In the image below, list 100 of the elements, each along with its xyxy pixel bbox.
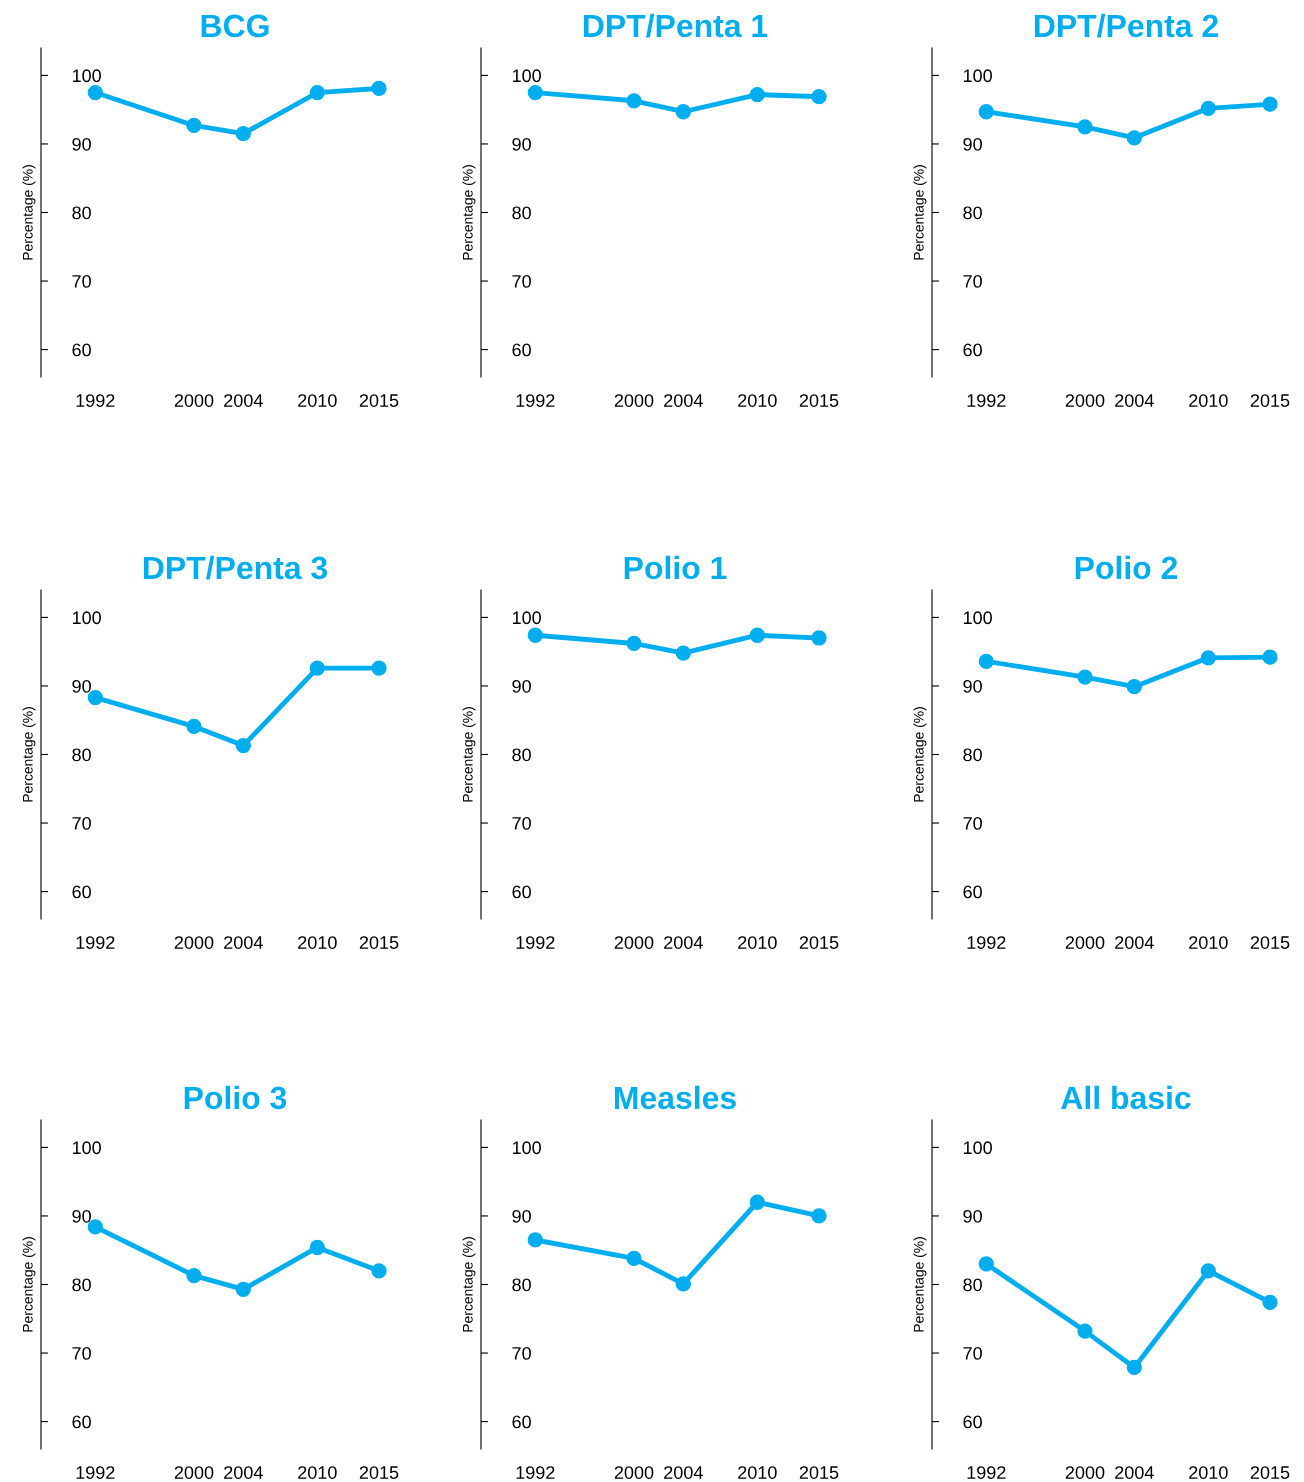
- y-tick-label: 60: [72, 343, 91, 357]
- y-tick-label: 90: [512, 137, 531, 151]
- x-tick-label: 1992: [76, 936, 115, 949]
- point: [1126, 679, 1142, 695]
- x-tick-label: 2004: [1115, 394, 1154, 407]
- point: [1200, 100, 1216, 116]
- y-tick-label: 90: [72, 1209, 91, 1223]
- point: [811, 89, 827, 105]
- x-tick-label: 2010: [1189, 936, 1228, 949]
- chart-title: Polio 3: [184, 1085, 287, 1110]
- point: [371, 80, 387, 97]
- y-tick-label: 60: [963, 343, 982, 357]
- x-tick-label: 2015: [799, 936, 839, 949]
- x-tick-label: 2004: [664, 936, 703, 949]
- point: [186, 1267, 202, 1284]
- point: [626, 635, 642, 652]
- y-tick-label: 90: [963, 137, 982, 151]
- x-tick-label: 2010: [298, 936, 337, 949]
- y-tick-label: 100: [72, 1141, 101, 1155]
- x-tick-label: 2010: [738, 936, 777, 949]
- point: [811, 630, 827, 646]
- y-axis-title: Percentage (%): [22, 707, 36, 802]
- y-tick-label: 70: [512, 1346, 531, 1360]
- y-axis-title: Percentage (%): [913, 1237, 927, 1332]
- x-tick-label: 1992: [516, 936, 555, 949]
- point: [309, 1239, 325, 1256]
- x-tick-label: 1992: [516, 1466, 555, 1479]
- y-tick-label: 100: [512, 69, 541, 83]
- y-tick-label: 80: [512, 1278, 531, 1292]
- point: [186, 117, 202, 134]
- y-axis-title: Percentage (%): [913, 707, 927, 802]
- point: [675, 104, 691, 120]
- y-axis-title: Percentage (%): [462, 1237, 476, 1332]
- y-axis-title: Percentage (%): [913, 165, 927, 260]
- chart-title: Polio 2: [1075, 555, 1178, 580]
- x-tick-label: 1992: [967, 394, 1006, 407]
- y-tick-label: 70: [512, 274, 531, 288]
- y-tick-label: 80: [72, 1278, 91, 1292]
- x-tick-label: 2000: [1065, 1466, 1105, 1479]
- x-tick-label: 1992: [967, 1466, 1006, 1479]
- x-tick-label: 2000: [174, 1466, 214, 1479]
- y-tick-label: 80: [512, 748, 531, 762]
- chart-title: Measles: [614, 1085, 736, 1110]
- x-tick-label: 2010: [1189, 1466, 1228, 1479]
- y-axis-title: Percentage (%): [22, 1237, 36, 1332]
- y-tick-label: 60: [963, 1415, 982, 1429]
- y-tick-label: 100: [963, 611, 992, 625]
- point: [186, 718, 202, 735]
- x-tick-label: 2015: [799, 394, 839, 407]
- point: [749, 1194, 765, 1210]
- x-tick-label: 2004: [664, 1466, 703, 1479]
- point: [675, 1276, 691, 1292]
- chart-title: All basic: [1061, 1085, 1191, 1110]
- y-axis-title: Percentage (%): [22, 165, 36, 260]
- point: [1200, 650, 1216, 666]
- point: [309, 84, 325, 101]
- x-tick-label: 1992: [76, 1466, 115, 1479]
- y-tick-label: 70: [963, 1346, 982, 1360]
- point: [527, 1232, 543, 1248]
- x-tick-label: 1992: [516, 394, 555, 407]
- x-tick-label: 2010: [298, 394, 337, 407]
- y-tick-label: 80: [72, 206, 91, 220]
- y-tick-label: 60: [72, 1415, 91, 1429]
- y-tick-label: 100: [512, 611, 541, 625]
- y-tick-label: 60: [512, 1415, 531, 1429]
- point: [309, 660, 325, 676]
- chart-title: DPT/Penta 2: [1034, 13, 1218, 38]
- point: [1262, 649, 1278, 665]
- x-tick-label: 2000: [614, 1466, 654, 1479]
- y-tick-label: 70: [72, 274, 91, 288]
- point: [527, 84, 543, 101]
- y-tick-label: 100: [963, 69, 992, 83]
- point: [749, 627, 765, 643]
- y-tick-label: 100: [72, 611, 101, 625]
- point: [978, 1256, 994, 1272]
- y-tick-label: 60: [963, 885, 982, 899]
- x-tick-label: 2004: [664, 394, 703, 407]
- point: [978, 104, 994, 120]
- x-tick-label: 2015: [1250, 1466, 1290, 1479]
- chart-title: Polio 1: [624, 555, 727, 580]
- x-tick-label: 2004: [1115, 936, 1154, 949]
- x-tick-label: 1992: [967, 936, 1006, 949]
- y-tick-label: 70: [512, 816, 531, 830]
- y-tick-label: 80: [963, 206, 982, 220]
- point: [235, 737, 251, 754]
- x-tick-label: 2015: [799, 1466, 839, 1479]
- point: [1200, 1263, 1216, 1279]
- x-tick-label: 2004: [224, 1466, 263, 1479]
- y-tick-label: 80: [72, 748, 91, 762]
- y-tick-label: 60: [72, 885, 91, 899]
- chart-title: DPT/Penta 3: [143, 555, 328, 580]
- point: [749, 86, 765, 103]
- y-tick-label: 60: [512, 343, 531, 357]
- y-tick-label: 80: [512, 206, 531, 220]
- y-axis-title: Percentage (%): [462, 165, 476, 260]
- y-tick-label: 90: [72, 679, 91, 693]
- point: [371, 660, 387, 676]
- y-tick-label: 100: [512, 1141, 541, 1155]
- y-tick-label: 60: [512, 885, 531, 899]
- y-tick-label: 90: [963, 679, 982, 693]
